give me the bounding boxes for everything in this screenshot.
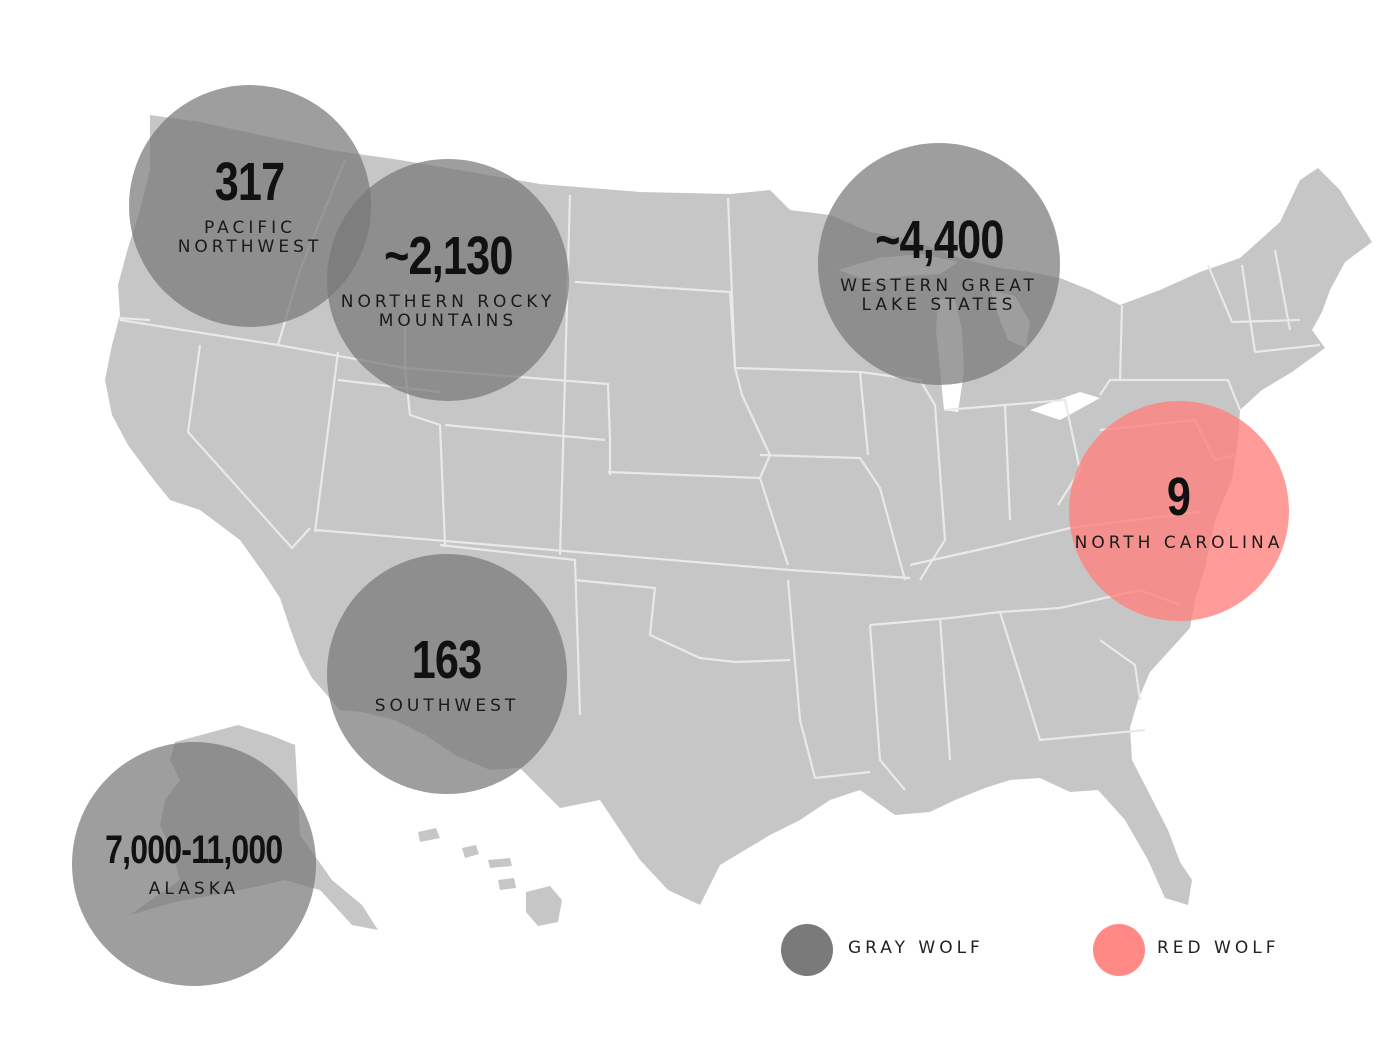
legend-gray-wolf-label: GRAY WOLF: [848, 938, 984, 958]
count-alaska: 7,000-11,000: [105, 827, 283, 872]
legend-red-wolf-swatch: [1093, 924, 1145, 976]
label-alaska: ALASKA: [148, 878, 240, 899]
count-pacific-northwest: 317: [215, 152, 285, 212]
label-western-great-lake-states: WESTERN GREAT LAKE STATES: [840, 276, 1038, 315]
bubble-southwest: 163 SOUTHWEST: [327, 554, 567, 794]
label-north-carolina: NORTH CAROLINA: [1074, 532, 1284, 553]
count-western-great-lake-states: ~4,400: [874, 210, 1004, 270]
count-north-carolina: 9: [1167, 466, 1191, 527]
hawaii-islands: [418, 828, 562, 926]
bubble-north-carolina: 9 NORTH CAROLINA: [1069, 401, 1289, 621]
label-pacific-northwest: PACIFIC NORTHWEST: [177, 218, 323, 257]
label-northern-rocky-mountains: NORTHERN ROCKY MOUNTAINS: [340, 292, 556, 331]
legend-gray-wolf-swatch: [781, 924, 833, 976]
count-northern-rocky-mountains: ~2,130: [383, 226, 513, 286]
bubble-alaska: 7,000-11,000 ALASKA: [72, 742, 316, 986]
lake-erie: [1030, 392, 1100, 420]
bubble-northern-rocky-mountains: ~2,130 NORTHERN ROCKY MOUNTAINS: [327, 159, 569, 401]
label-southwest: SOUTHWEST: [374, 695, 520, 716]
legend-red-wolf-label: RED WOLF: [1157, 938, 1280, 958]
bubble-western-great-lake-states: ~4,400 WESTERN GREAT LAKE STATES: [818, 143, 1060, 385]
count-southwest: 163: [412, 629, 482, 690]
